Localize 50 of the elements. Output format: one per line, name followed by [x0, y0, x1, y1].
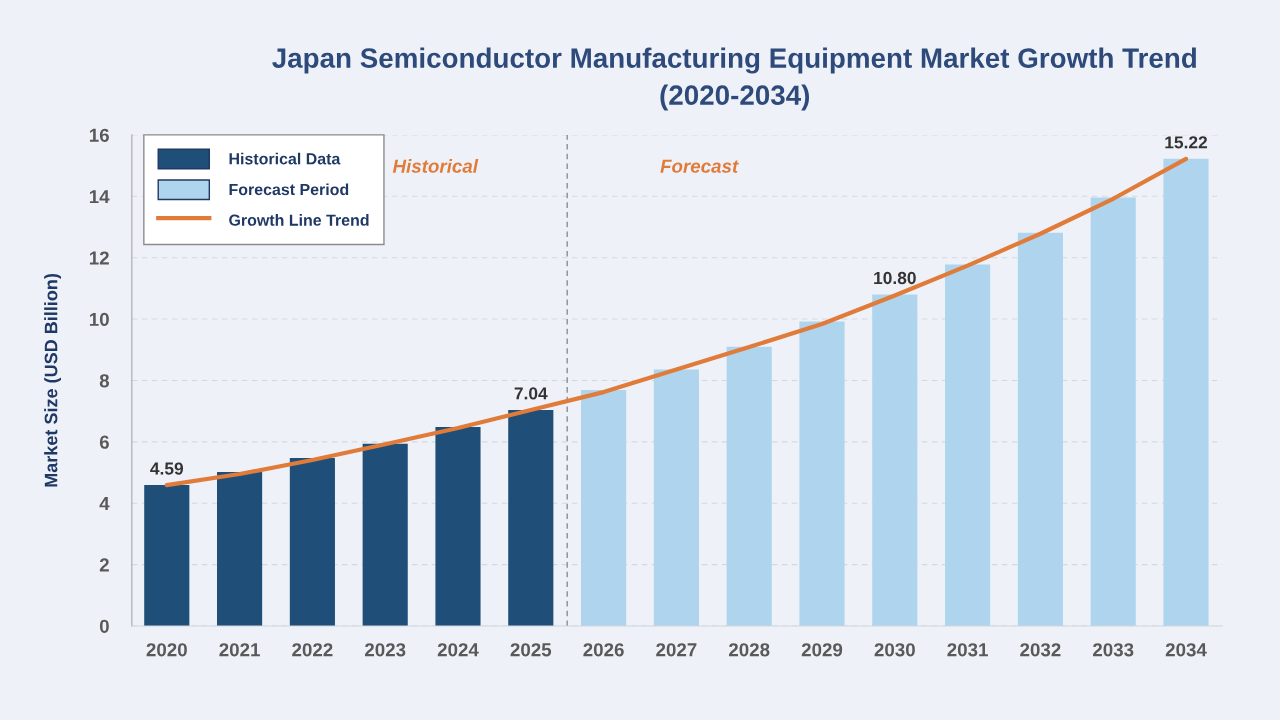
x-tick-label: 2024 [437, 643, 479, 657]
y-tick-label: 10 [89, 312, 109, 327]
bar [1090, 197, 1136, 626]
chart-title: Japan Semiconductor Manufacturing Equipment Market Growth Trend (2020-2034) [272, 47, 1196, 111]
data-label: 15.22 [1165, 136, 1208, 149]
x-tick-label: 2027 [656, 643, 697, 657]
bar [581, 389, 627, 626]
data-label: 4.59 [150, 462, 184, 475]
y-tick-label: 14 [89, 190, 110, 204]
y-tick-label: 12 [89, 251, 109, 265]
annotation: Historical [392, 159, 479, 173]
bar [435, 427, 481, 626]
y-tick-label: 0 [99, 619, 109, 633]
x-tick-label: 2034 [1165, 643, 1207, 657]
bar [945, 264, 991, 626]
bar [144, 485, 190, 626]
x-tick-label: 2021 [219, 643, 260, 657]
x-tick-label: 2020 [146, 643, 187, 657]
y-tick-label: 2 [99, 558, 109, 572]
data-label: 10.80 [874, 271, 916, 285]
y-tick-label: 16 [89, 128, 109, 142]
bar [872, 294, 918, 626]
x-tick-label: 2031 [947, 643, 988, 657]
x-tick-label: 2028 [728, 643, 770, 657]
x-tick-label: 2022 [292, 643, 333, 657]
legend-label: Historical Data [229, 152, 341, 165]
bar [217, 471, 263, 626]
x-tick-label: 2026 [583, 643, 624, 657]
bar [508, 409, 554, 626]
x-tick-label: 2025 [510, 643, 552, 657]
bar [726, 346, 772, 626]
data-label: 7.04 [514, 387, 548, 400]
bar [799, 321, 845, 626]
x-tick-label: 2023 [364, 643, 406, 657]
bar [289, 458, 335, 626]
x-tick-label: 2030 [874, 643, 915, 657]
legend-label: Forecast Period [229, 183, 349, 196]
x-tick-label: 2033 [1093, 643, 1134, 657]
x-tick-label: 2029 [801, 643, 843, 657]
legend-label: Growth Line Trend [229, 214, 369, 226]
annotation: Forecast [660, 159, 739, 173]
x-tick-label: 2032 [1020, 643, 1061, 657]
bar [1163, 158, 1209, 626]
y-tick-label: 6 [99, 435, 109, 449]
bar [1017, 232, 1063, 626]
bar [653, 369, 699, 626]
y-axis-title: Market Size (USD Billion) [44, 274, 61, 487]
y-tick-label: 4 [99, 497, 110, 510]
bar [362, 443, 408, 626]
y-tick-label: 8 [99, 374, 110, 388]
